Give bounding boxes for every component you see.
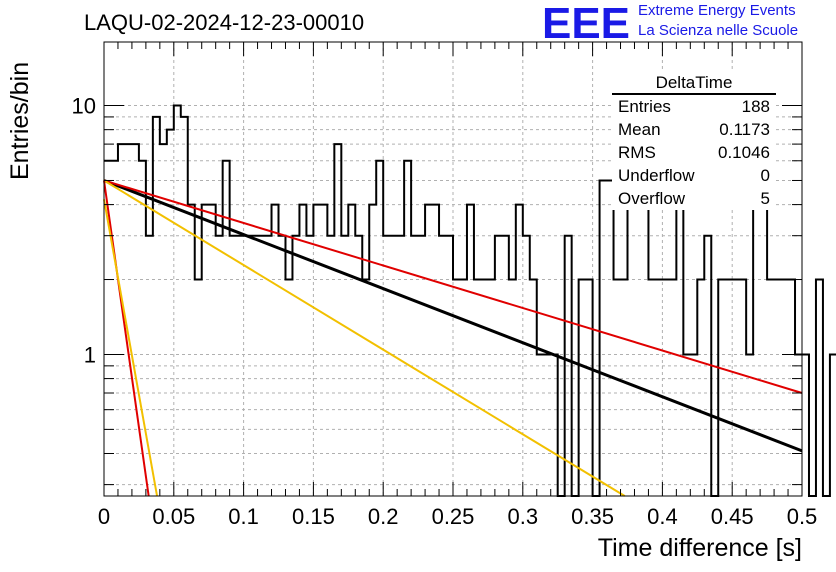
logo-line-2: La Scienza nelle Scuole: [638, 22, 799, 39]
x-tick-label: 0.4: [647, 504, 678, 529]
x-tick-label: 0.1: [228, 504, 259, 529]
x-axis-label: Time difference [s]: [597, 534, 802, 562]
axis-ticks: [103, 42, 803, 496]
x-tick-label: 0.35: [571, 504, 614, 529]
tick-labels: 0 0.05 0.1 0.15 0.2 0.25 0.3 0.35 0.4 0.45 0.5 1 10: [72, 94, 818, 529]
stats-row-rms: RMS 0.1046: [612, 141, 776, 164]
stats-value: 5: [760, 189, 770, 208]
stats-value: 0.1173: [719, 120, 770, 139]
fit-lines: [103, 179, 803, 497]
fit-line: [103, 179, 626, 497]
fit-line: [103, 179, 803, 453]
eee-logo-icon: EEE: [542, 2, 630, 42]
x-tick-label: 0.25: [432, 504, 475, 529]
stats-row-mean: Mean 0.1173: [612, 118, 776, 141]
x-tick-label: 0.3: [508, 504, 539, 529]
stats-label: RMS: [618, 143, 656, 162]
stats-value: 0.1046: [718, 143, 770, 162]
stats-label: Entries: [618, 97, 671, 116]
stats-row-overflow: Overflow 5: [612, 187, 776, 210]
x-tick-label: 0: [98, 504, 110, 529]
x-tick-label: 0.5: [787, 504, 818, 529]
stats-label: Mean: [618, 120, 661, 139]
stats-value: 188: [741, 97, 770, 116]
logo-text: Extreme Energy Events La Scienza nelle S…: [638, 1, 798, 41]
stats-label: Underflow: [618, 166, 695, 185]
x-tick-label: 0.05: [152, 504, 195, 529]
plot-title: LAQU-02-2024-12-23-00010: [84, 10, 365, 35]
stats-label: Overflow: [618, 189, 686, 208]
stats-row-entries: Entries 188: [612, 95, 776, 118]
fit-line: [103, 180, 150, 497]
stats-row-underflow: Underflow 0: [612, 164, 776, 187]
y-tick-label: 10: [72, 94, 96, 119]
x-tick-label: 0.15: [292, 504, 335, 529]
y-tick-label: 1: [84, 342, 96, 367]
fit-line: [103, 179, 803, 394]
stats-box: DeltaTime Entries 188 Mean 0.1173 RMS 0.104…: [612, 72, 776, 210]
x-tick-label: 0.2: [368, 504, 399, 529]
logo-mark: EEE: [542, 2, 630, 42]
x-tick-label: 0.45: [711, 504, 754, 529]
fit-line: [103, 199, 159, 497]
stats-name: DeltaTime: [612, 72, 776, 95]
y-axis-label: Entries/bin: [6, 61, 34, 180]
logo-line-1: Extreme Energy Events: [638, 2, 796, 19]
grid-lines: [104, 42, 802, 496]
stats-value: 0: [760, 166, 770, 185]
